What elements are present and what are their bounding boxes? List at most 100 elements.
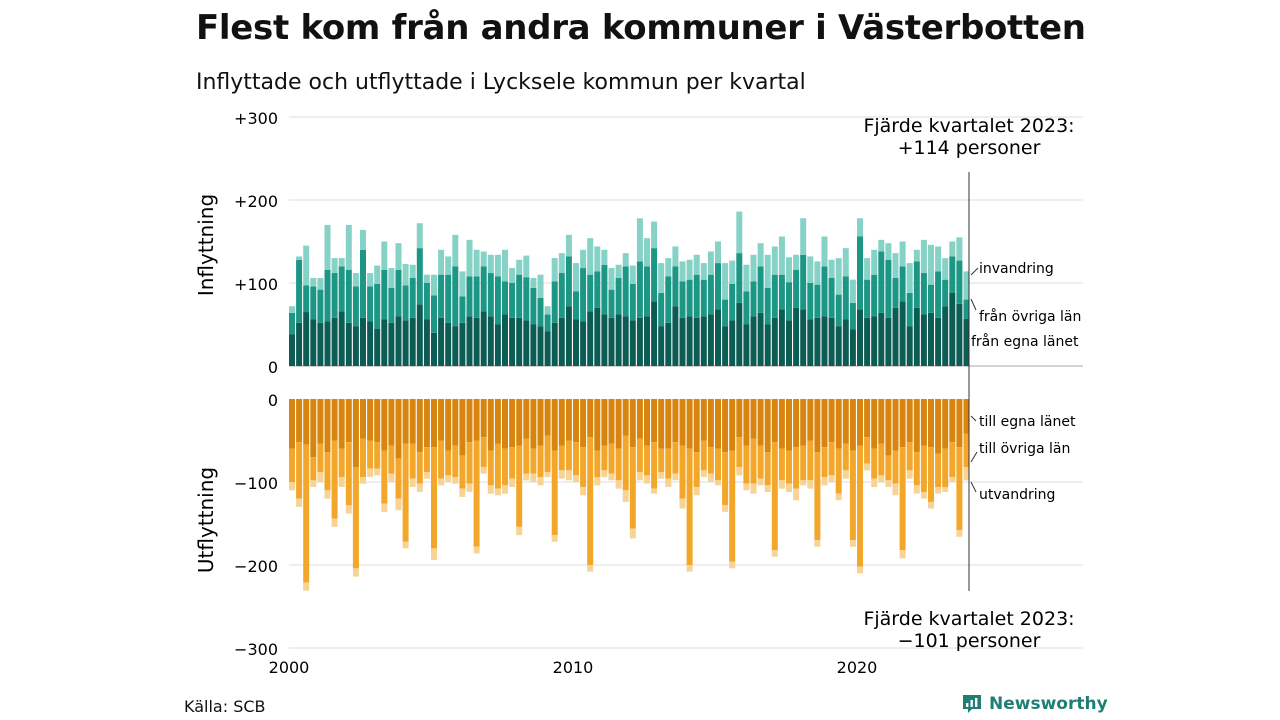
bar-out-egna-16	[402, 399, 409, 444]
bar-in-invandring-9	[352, 273, 359, 287]
bar-out-ovriga-2	[303, 444, 310, 583]
bar-out-egna-40	[573, 399, 579, 443]
bar-in-egna-66	[757, 312, 764, 366]
x-tick-2010: 2010	[553, 658, 594, 677]
bar-out-ovriga-10	[360, 438, 366, 478]
bar-out-utvandring-34	[530, 473, 537, 482]
bar-in-egna-14	[388, 322, 395, 366]
bar-in-invandring-73	[807, 256, 814, 283]
bar-out-egna-74	[814, 399, 821, 453]
bar-in-egna-4	[317, 322, 324, 366]
bar-in-egna-56	[686, 316, 693, 366]
bar-in-egna-64	[743, 324, 750, 366]
bar-out-utvandring-45	[608, 473, 615, 481]
bar-out-utvandring-60	[715, 480, 721, 486]
leader-utvandring	[970, 481, 977, 493]
bar-in-invandring-84	[885, 243, 892, 260]
bar-in-ovriga-21	[438, 274, 445, 318]
bar-in-ovriga-79	[849, 302, 856, 330]
bar-in-invandring-55	[679, 261, 686, 282]
bar-out-utvandring-88	[913, 485, 920, 494]
bar-in-egna-53	[665, 322, 672, 366]
bar-in-egna-75	[821, 316, 828, 366]
bar-in-invandring-93	[949, 241, 956, 257]
bar-out-ovriga-50	[644, 445, 650, 476]
bar-out-utvandring-17	[409, 478, 416, 487]
bar-in-egna-69	[778, 309, 785, 366]
bar-in-invandring-92	[942, 258, 949, 280]
bar-in-ovriga-25	[466, 276, 473, 317]
bar-out-utvandring-26	[473, 546, 480, 554]
bar-out-ovriga-80	[857, 445, 863, 567]
newsworthy-logo-icon	[963, 695, 981, 713]
bar-in-ovriga-86	[899, 266, 906, 302]
bar-in-ovriga-11	[367, 286, 374, 322]
bar-out-egna-79	[849, 399, 856, 451]
bar-out-ovriga-5	[324, 452, 331, 491]
bar-in-ovriga-20	[431, 295, 437, 333]
bar-out-egna-6	[331, 399, 338, 441]
bar-out-ovriga-83	[878, 443, 885, 476]
grid-lines	[289, 116, 1083, 649]
bar-in-invandring-76	[828, 259, 835, 279]
x-tick-2020: 2020	[837, 658, 878, 677]
bar-in-egna-20	[431, 332, 437, 366]
bar-out-ovriga-79	[849, 450, 856, 541]
bar-out-ovriga-69	[778, 448, 785, 481]
bar-out-egna-56	[686, 399, 693, 449]
bar-out-egna-26	[473, 399, 480, 441]
bar-in-ovriga-9	[352, 286, 359, 327]
bar-in-ovriga-32	[516, 274, 523, 318]
bar-out-egna-48	[629, 399, 636, 448]
bar-out-egna-62	[729, 399, 736, 451]
bar-out-utvandring-25	[466, 483, 473, 492]
series-label-fran-egna-lanet: från egna länet	[971, 333, 1079, 350]
bar-out-egna-46	[615, 399, 622, 449]
bar-in-invandring-95	[963, 271, 970, 300]
bar-in-egna-82	[871, 316, 878, 366]
bar-out-utvandring-16	[402, 541, 409, 549]
bar-out-ovriga-7	[338, 448, 345, 478]
bar-in-egna-17	[409, 317, 416, 366]
bar-out-egna-12	[374, 399, 381, 443]
bar-in-ovriga-91	[935, 271, 942, 318]
bar-out-ovriga-14	[388, 445, 395, 474]
bar-in-ovriga-92	[942, 279, 949, 307]
bar-in-ovriga-22	[445, 274, 452, 323]
bar-out-utvandring-61	[722, 505, 729, 512]
y-tick-out-300: −300	[234, 640, 278, 659]
bar-in-egna-40	[573, 319, 579, 366]
bar-in-egna-23	[452, 326, 459, 366]
bar-out-egna-68	[771, 399, 778, 443]
bar-in-egna-67	[764, 324, 771, 366]
bar-in-invandring-47	[622, 253, 629, 267]
bar-in-invandring-64	[743, 264, 750, 292]
bar-out-utvandring-38	[558, 470, 565, 479]
bar-out-egna-82	[871, 399, 878, 449]
bar-in-invandring-17	[409, 264, 416, 279]
bar-in-invandring-75	[821, 236, 828, 267]
newsworthy-logo: Newsworthy	[961, 693, 1108, 715]
bar-in-egna-25	[466, 316, 473, 366]
bar-in-ovriga-82	[871, 274, 878, 317]
bar-in-egna-26	[473, 317, 480, 366]
bar-out-utvandring-47	[622, 490, 629, 502]
bar-out-utvandring-93	[949, 477, 956, 482]
bar-in-ovriga-88	[913, 261, 920, 308]
bar-in-ovriga-72	[800, 254, 807, 310]
bar-in-ovriga-71	[793, 269, 800, 308]
bar-in-invandring-63	[736, 211, 743, 254]
bar-in-ovriga-3	[310, 286, 317, 320]
bar-out-utvandring-74	[814, 540, 821, 547]
bar-out-ovriga-11	[367, 440, 374, 469]
bar-out-utvandring-95	[963, 467, 970, 481]
bar-out-utvandring-18	[416, 483, 423, 492]
bar-in-invandring-81	[864, 258, 871, 280]
bar-out-egna-11	[367, 399, 374, 441]
bar-out-utvandring-70	[786, 483, 792, 492]
bar-in-invandring-60	[715, 241, 721, 264]
bar-out-utvandring-12	[374, 468, 381, 476]
bar-in-egna-21	[438, 317, 445, 366]
bar-out-utvandring-80	[857, 566, 863, 574]
bar-in-egna-51	[651, 301, 658, 366]
